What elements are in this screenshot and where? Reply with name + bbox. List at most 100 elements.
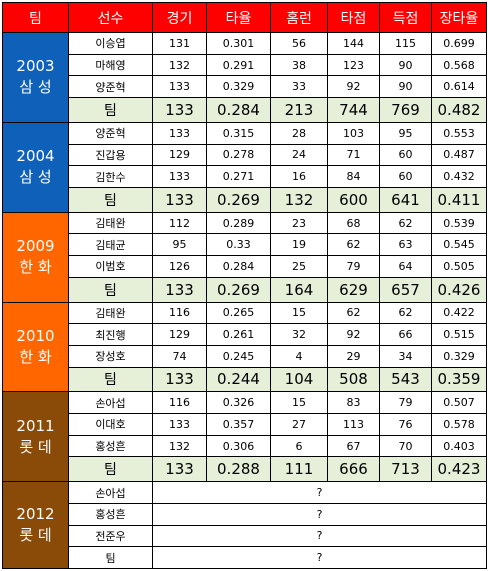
- avg-cell: 0.289: [206, 211, 271, 235]
- games-cell: 74: [152, 344, 207, 368]
- avg-cell: 0.244: [206, 366, 271, 393]
- hr-cell: 213: [270, 97, 328, 123]
- runs-cell: 543: [379, 366, 432, 393]
- games-cell: 133: [152, 413, 207, 436]
- hr-cell: 33: [270, 75, 328, 99]
- header-runs: 득점: [379, 2, 432, 33]
- total-label: 팀: [68, 97, 153, 123]
- player-row: 2009 한 화 김태완 112 0.289 23 68 62 0.539: [2, 211, 487, 303]
- rbi-cell: 29: [327, 344, 380, 368]
- player-name: 전준우: [68, 524, 153, 548]
- team-total-row: 팀 ?: [3, 546, 487, 569]
- player-row: 양준혁 133 0.329 33 92 90 0.614: [3, 75, 487, 99]
- header-player: 선수: [68, 2, 153, 33]
- team-cell-2004: 2004 삼 성: [2, 121, 69, 213]
- rbi-cell: 666: [327, 456, 380, 483]
- slg-cell: 0.507: [431, 391, 487, 415]
- games-cell: 133: [152, 456, 207, 483]
- header-home-runs: 홈런: [270, 2, 328, 33]
- games-cell: 126: [152, 255, 207, 278]
- avg-cell: 0.265: [206, 301, 271, 325]
- games-cell: 133: [152, 186, 207, 213]
- total-label: 팀: [68, 546, 153, 569]
- player-row: 2010 한 화 김태완 116 0.265 15 62 62 0.422: [2, 301, 487, 393]
- player-row: 이대호 133 0.357 27 113 76 0.578: [3, 413, 487, 436]
- player-name: 손아섭: [68, 391, 153, 415]
- team-year: 2012: [16, 505, 55, 524]
- total-label: 팀: [68, 456, 153, 483]
- team-year: 2009: [16, 237, 55, 256]
- runs-cell: 76: [379, 413, 432, 436]
- header-rbi: 타점: [327, 2, 380, 33]
- team-cell-2003: 2003 삼 성: [2, 32, 69, 123]
- team-name: 삼 성: [19, 168, 52, 187]
- rbi-cell: 113: [327, 413, 380, 436]
- avg-cell: 0.278: [206, 143, 271, 167]
- games-cell: 133: [152, 165, 207, 188]
- slg-cell: 0.432: [431, 165, 487, 188]
- games-cell: 112: [152, 211, 207, 235]
- player-row: 2012 롯 데 손아섭 ?: [2, 481, 487, 569]
- avg-cell: 0.329: [206, 75, 271, 99]
- rbi-cell: 600: [327, 186, 380, 213]
- rbi-cell: 62: [327, 233, 380, 257]
- unknown-stats-cell: ?: [152, 502, 487, 526]
- games-cell: 132: [152, 434, 207, 458]
- games-cell: 133: [152, 121, 207, 145]
- runs-cell: 115: [379, 32, 432, 55]
- player-row: 2004 삼 성 양준혁 133 0.315 28 103 95 0.553: [2, 121, 487, 213]
- avg-cell: 0.33: [206, 233, 271, 257]
- games-cell: 129: [152, 323, 207, 346]
- team-cell-2010: 2010 한 화: [2, 301, 69, 393]
- rbi-cell: 92: [327, 75, 380, 99]
- slg-cell: 0.515: [431, 323, 487, 346]
- player-name: 손아섭: [68, 481, 153, 504]
- runs-cell: 64: [379, 255, 432, 278]
- player-row: 김태균 95 0.33 19 62 63 0.545: [3, 233, 487, 257]
- avg-cell: 0.284: [206, 255, 271, 278]
- slg-cell: 0.426: [431, 276, 487, 303]
- team-cell-2011: 2011 롯 데: [2, 391, 69, 483]
- runs-cell: 90: [379, 75, 432, 99]
- games-cell: 133: [152, 75, 207, 99]
- rbi-cell: 67: [327, 434, 380, 458]
- slg-cell: 0.359: [431, 366, 487, 393]
- player-name: 양준혁: [68, 121, 153, 145]
- hr-cell: 6: [270, 434, 328, 458]
- runs-cell: 641: [379, 186, 432, 213]
- games-cell: 132: [152, 53, 207, 77]
- hr-cell: 164: [270, 276, 328, 303]
- slg-cell: 0.545: [431, 233, 487, 257]
- hr-cell: 32: [270, 323, 328, 346]
- rbi-cell: 92: [327, 323, 380, 346]
- player-name: 양준혁: [68, 75, 153, 99]
- player-row: 김한수 133 0.271 16 84 60 0.432: [3, 165, 487, 188]
- rbi-cell: 71: [327, 143, 380, 167]
- games-cell: 133: [152, 97, 207, 123]
- rbi-cell: 103: [327, 121, 380, 145]
- runs-cell: 95: [379, 121, 432, 145]
- avg-cell: 0.315: [206, 121, 271, 145]
- slg-cell: 0.539: [431, 211, 487, 235]
- games-cell: 133: [152, 366, 207, 393]
- runs-cell: 62: [379, 301, 432, 325]
- avg-cell: 0.261: [206, 323, 271, 346]
- hr-cell: 23: [270, 211, 328, 235]
- hr-cell: 38: [270, 53, 328, 77]
- rbi-cell: 68: [327, 211, 380, 235]
- player-row: 2003 삼 성 이승엽 131 0.301 56 144 115 0.699: [2, 32, 487, 123]
- avg-cell: 0.291: [206, 53, 271, 77]
- hr-cell: 15: [270, 301, 328, 325]
- runs-cell: 34: [379, 344, 432, 368]
- hr-cell: 104: [270, 366, 328, 393]
- games-cell: 131: [152, 32, 207, 55]
- rbi-cell: 79: [327, 255, 380, 278]
- slg-cell: 0.553: [431, 121, 487, 145]
- slg-cell: 0.614: [431, 75, 487, 99]
- unknown-stats-cell: ?: [152, 546, 487, 569]
- hr-cell: 16: [270, 165, 328, 188]
- slg-cell: 0.578: [431, 413, 487, 436]
- hr-cell: 111: [270, 456, 328, 483]
- player-name: 이대호: [68, 413, 153, 436]
